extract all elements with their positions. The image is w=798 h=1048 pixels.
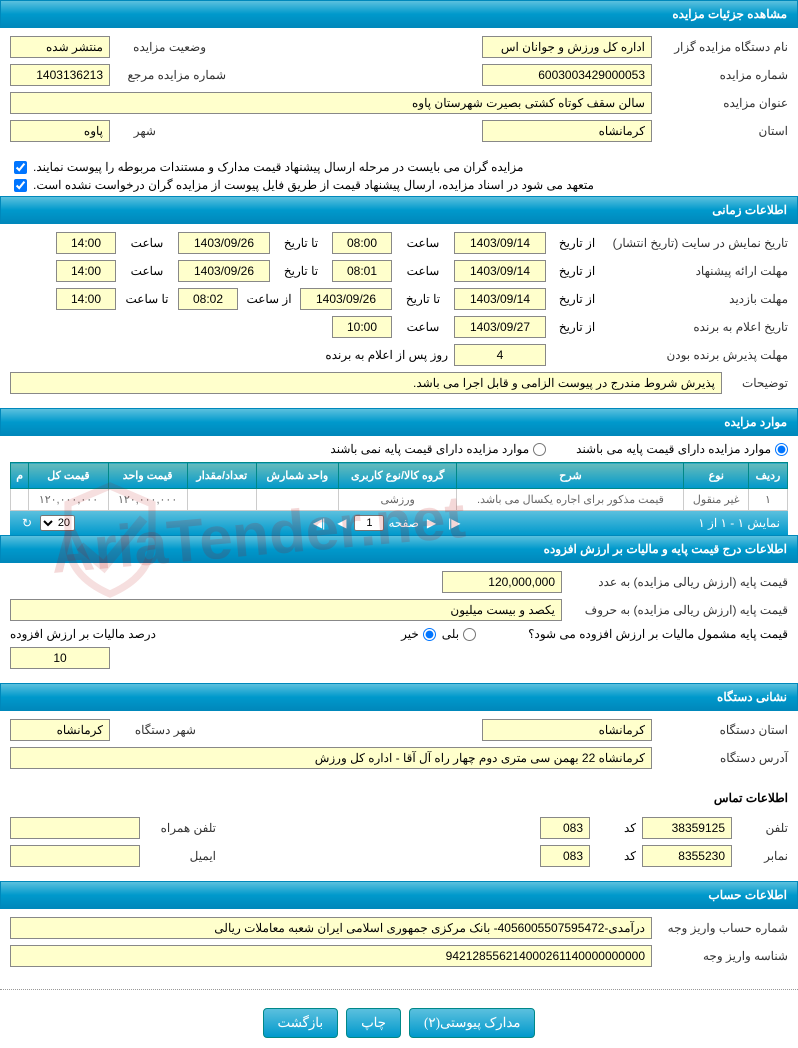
mobile-field <box>10 817 140 839</box>
publish-from-date: 1403/09/14 <box>454 232 546 254</box>
ref-no-field: 1403136213 <box>10 64 110 86</box>
publish-label: تاریخ نمایش در سایت (تاریخ انتشار) <box>608 236 788 250</box>
check1-text: مزایده گران می بایست در مرحله ارسال پیشن… <box>33 160 523 174</box>
from-date-label: از تاریخ <box>552 236 602 250</box>
divider <box>0 989 798 990</box>
acc-label: شماره حساب واریز وجه <box>658 921 788 935</box>
visit-to-date: 1403/09/26 <box>300 288 392 310</box>
fax-code-field: 083 <box>540 845 590 867</box>
print-button[interactable]: چاپ <box>346 1008 401 1038</box>
email-field <box>10 845 140 867</box>
email-label: ایمیل <box>146 849 216 863</box>
vat-no-radio[interactable]: خیر <box>401 627 436 641</box>
time-label: ساعت <box>398 236 448 250</box>
pager-page-input[interactable] <box>354 515 384 531</box>
org-address-label: آدرس دستگاه <box>658 751 788 765</box>
ref-no-label: شماره مزایده مرجع <box>116 68 226 82</box>
phone-field: 38359125 <box>642 817 732 839</box>
proposal-from-time: 08:01 <box>332 260 392 282</box>
visit-from-date: 1403/09/14 <box>454 288 546 310</box>
vat-yes-radio[interactable]: بلی <box>442 627 476 641</box>
pager-refresh-icon[interactable]: ↻ <box>18 516 36 530</box>
proposal-label: مهلت ارائه پیشنهاد <box>608 264 788 278</box>
visit-to-time: 14:00 <box>56 288 116 310</box>
base-num-field: 120,000,000 <box>442 571 562 593</box>
org-city-label: شهر دستگاه <box>116 723 196 737</box>
notes-field: پذیرش شروط مندرج در پیوست الزامی و قابل … <box>10 372 722 394</box>
org-province-label: استان دستگاه <box>658 723 788 737</box>
visit-label: مهلت بازدید <box>608 292 788 306</box>
publish-to-time: 14:00 <box>56 232 116 254</box>
vat-pct-label: درصد مالیات بر ارزش افزوده <box>10 627 156 641</box>
base-word-label: قیمت پایه (ارزش ریالی مزایده) به حروف <box>568 603 788 617</box>
title-field: سالن سقف کوتاه کشتی بصیرت شهرستان پاوه <box>10 92 652 114</box>
contact-title: اطلاعات تماس <box>10 791 788 805</box>
org-province-field: کرمانشاه <box>482 719 652 741</box>
title-label: عنوان مزایده <box>658 96 788 110</box>
fax-field: 8355230 <box>642 845 732 867</box>
winner-label: تاریخ اعلام به برنده <box>608 320 788 334</box>
publish-to-date: 1403/09/26 <box>178 232 270 254</box>
accept-days: 4 <box>454 344 546 366</box>
pager-info: نمایش ۱ - ۱ از ۱ <box>698 516 780 530</box>
org-field: اداره کل ورزش و جوانان اس <box>482 36 652 58</box>
pager-next-icon[interactable]: ◀ <box>333 516 350 530</box>
watermark-shield-icon <box>50 480 170 600</box>
winner-time: 10:00 <box>332 316 392 338</box>
vat-pct-field: 10 <box>10 647 110 669</box>
province-field: کرمانشاه <box>482 120 652 142</box>
section-header-account: اطلاعات حساب <box>0 881 798 909</box>
radio-no-base[interactable]: موارد مزایده دارای قیمت پایه نمی باشند <box>330 442 546 456</box>
accept-label: مهلت پذیرش برنده بودن <box>608 348 788 362</box>
org-address-field: کرمانشاه 22 بهمن سی متری دوم چهار راه آل… <box>10 747 652 769</box>
auction-no-field: 6003003429000053 <box>482 64 652 86</box>
check2-checkbox[interactable] <box>14 179 27 192</box>
base-num-label: قیمت پایه (ارزش ریالی مزایده) به عدد <box>568 575 788 589</box>
phone-code-label: کد <box>596 821 636 835</box>
acc-field: درآمدی-4056005507595472- بانک مرکزی جمهو… <box>10 917 652 939</box>
publish-from-time: 08:00 <box>332 232 392 254</box>
province-label: استان <box>658 124 788 138</box>
phone-code-field: 083 <box>540 817 590 839</box>
org-city-field: کرمانشاه <box>10 719 110 741</box>
section-header-details: مشاهده جزئیات مزایده <box>0 0 798 28</box>
back-button[interactable]: بازگشت <box>263 1008 339 1038</box>
auction-no-label: شماره مزایده <box>658 68 788 82</box>
mobile-label: تلفن همراه <box>146 821 216 835</box>
acc-id-field: 942128556214000261140000000000 <box>10 945 652 967</box>
section-header-items: موارد مزایده <box>0 408 798 436</box>
status-field: منتشر شده <box>10 36 110 58</box>
org-label: نام دستگاه مزایده گزار <box>658 40 788 54</box>
winner-date: 1403/09/27 <box>454 316 546 338</box>
pager-prev-icon[interactable]: ▶ <box>423 516 440 530</box>
acc-id-label: شناسه واریز وجه <box>658 949 788 963</box>
check2-text: متعهد می شود در اسناد مزایده، ارسال پیشن… <box>33 178 594 192</box>
status-label: وضعیت مزایده <box>116 40 206 54</box>
notes-label: توضیحات <box>728 376 788 390</box>
proposal-to-date: 1403/09/26 <box>178 260 270 282</box>
section-header-org: نشانی دستگاه <box>0 683 798 711</box>
check1-checkbox[interactable] <box>14 161 27 174</box>
pager-first-icon[interactable]: ▶| <box>444 516 464 530</box>
base-word-field: یکصد و بیست میلیون <box>10 599 562 621</box>
phone-label: تلفن <box>738 821 788 835</box>
fax-code-label: کد <box>596 849 636 863</box>
section-header-timing: اطلاعات زمانی <box>0 196 798 224</box>
pager-last-icon[interactable]: |◀ <box>309 516 329 530</box>
city-label: شهر <box>116 124 156 138</box>
days-after-label: روز پس از اعلام به برنده <box>325 348 448 362</box>
proposal-to-time: 14:00 <box>56 260 116 282</box>
vat-q-label: قیمت پایه مشمول مالیات بر ارزش افزوده می… <box>528 627 788 641</box>
to-date-label: تا تاریخ <box>276 236 326 250</box>
time-label-2: ساعت <box>122 236 172 250</box>
fax-label: نمابر <box>738 849 788 863</box>
proposal-from-date: 1403/09/14 <box>454 260 546 282</box>
visit-from-time: 08:02 <box>178 288 238 310</box>
attachments-button[interactable]: مدارک پیوستی(۲) <box>409 1008 536 1038</box>
radio-has-base[interactable]: موارد مزایده دارای قیمت پایه می باشند <box>576 442 788 456</box>
city-field: پاوه <box>10 120 110 142</box>
